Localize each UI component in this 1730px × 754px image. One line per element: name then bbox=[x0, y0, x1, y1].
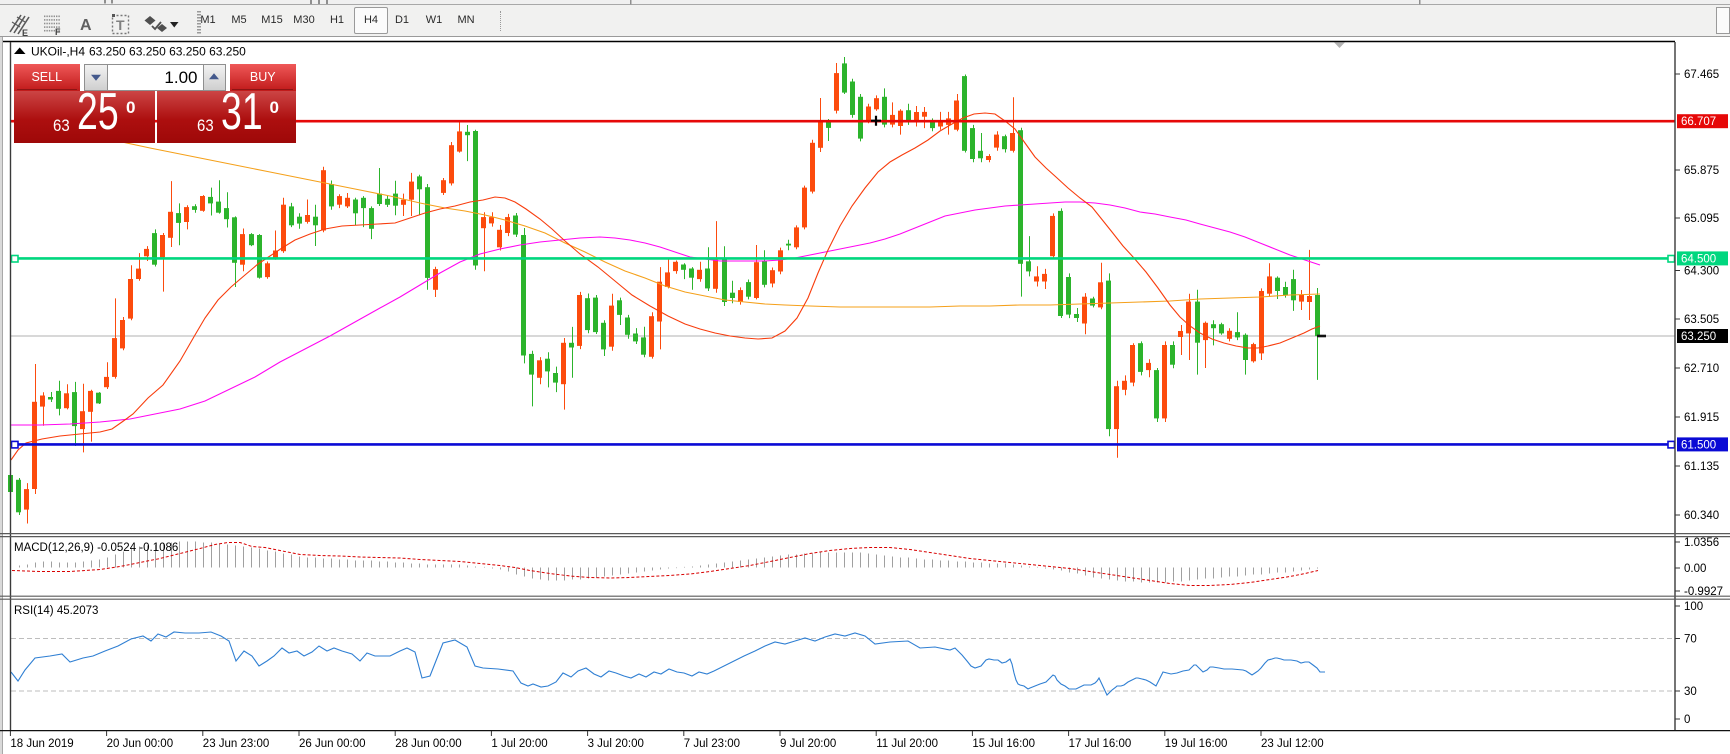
svg-text:70: 70 bbox=[1684, 634, 1697, 646]
svg-text:9 Jul 20:00: 9 Jul 20:00 bbox=[780, 738, 836, 750]
svg-text:0.00: 0.00 bbox=[1684, 563, 1706, 575]
svg-text:60.340: 60.340 bbox=[1684, 510, 1719, 522]
svg-text:T: T bbox=[116, 17, 125, 33]
svg-text:-0.9927: -0.9927 bbox=[1684, 586, 1723, 598]
svg-text:17 Jul 16:00: 17 Jul 16:00 bbox=[1069, 738, 1132, 750]
svg-text:E: E bbox=[22, 28, 28, 37]
svg-text:64.500: 64.500 bbox=[1681, 253, 1716, 265]
svg-text:18 Jun 2019: 18 Jun 2019 bbox=[10, 738, 73, 750]
svg-text:67.465: 67.465 bbox=[1684, 69, 1719, 81]
svg-text:66.707: 66.707 bbox=[1681, 116, 1716, 128]
svg-text:63.505: 63.505 bbox=[1684, 314, 1719, 326]
svg-text:20 Jun 00:00: 20 Jun 00:00 bbox=[107, 738, 174, 750]
svg-text:100: 100 bbox=[1684, 601, 1703, 613]
svg-text:1 Jul 20:00: 1 Jul 20:00 bbox=[491, 738, 547, 750]
svg-text:15 Jul 16:00: 15 Jul 16:00 bbox=[972, 738, 1035, 750]
svg-text:65.875: 65.875 bbox=[1684, 165, 1719, 177]
svg-text:64.300: 64.300 bbox=[1684, 266, 1719, 278]
svg-text:RSI(14) 45.2073: RSI(14) 45.2073 bbox=[14, 605, 98, 617]
svg-text:61.915: 61.915 bbox=[1684, 412, 1719, 424]
svg-text:65.095: 65.095 bbox=[1684, 213, 1719, 225]
svg-text:F: F bbox=[55, 27, 61, 37]
svg-text:19 Jul 16:00: 19 Jul 16:00 bbox=[1165, 738, 1228, 750]
svg-text:1.0356: 1.0356 bbox=[1684, 537, 1719, 549]
svg-text:MACD(12,26,9) -0.0524 -0.1086: MACD(12,26,9) -0.0524 -0.1086 bbox=[14, 542, 178, 554]
svg-text:30: 30 bbox=[1684, 686, 1697, 698]
svg-text:28 Jun 00:00: 28 Jun 00:00 bbox=[395, 738, 462, 750]
svg-text:A: A bbox=[80, 17, 92, 34]
svg-text:26 Jun 00:00: 26 Jun 00:00 bbox=[299, 738, 366, 750]
svg-text:7 Jul 23:00: 7 Jul 23:00 bbox=[684, 738, 740, 750]
svg-text:61.135: 61.135 bbox=[1684, 461, 1719, 473]
svg-text:3 Jul 20:00: 3 Jul 20:00 bbox=[588, 738, 644, 750]
svg-text:63.250 63.250 63.250 63.250: 63.250 63.250 63.250 63.250 bbox=[89, 45, 246, 59]
svg-text:23 Jul 12:00: 23 Jul 12:00 bbox=[1261, 738, 1324, 750]
svg-text:11 Jul 20:00: 11 Jul 20:00 bbox=[876, 738, 938, 750]
svg-text:0: 0 bbox=[1684, 714, 1690, 726]
svg-text:23 Jun 23:00: 23 Jun 23:00 bbox=[203, 738, 270, 750]
svg-text:UKOil-,H4: UKOil-,H4 bbox=[31, 45, 85, 59]
svg-text:62.710: 62.710 bbox=[1684, 363, 1719, 375]
svg-text:61.500: 61.500 bbox=[1681, 439, 1716, 451]
svg-text:63.250: 63.250 bbox=[1681, 331, 1716, 343]
